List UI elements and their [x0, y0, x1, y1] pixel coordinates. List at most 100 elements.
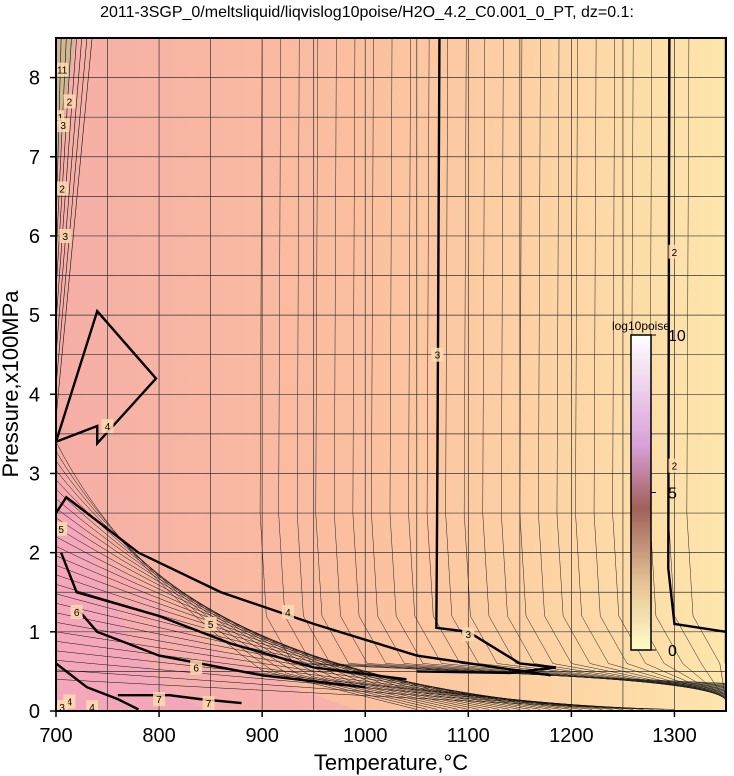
contour-label-bg: [56, 110, 65, 125]
contour-line-bold: [416, 38, 557, 675]
contour-line: [296, 38, 726, 686]
contour-label: 7: [153, 692, 166, 707]
contour-line: [352, 38, 726, 688]
contour-label: 6: [70, 605, 83, 620]
contour-label-bg: [56, 181, 69, 196]
y-tick-label: 8: [29, 68, 40, 90]
colorbar-tick-label: 0: [668, 643, 677, 660]
contour-line: [56, 38, 72, 292]
contour-label: 4: [281, 605, 294, 620]
x-tick-label: 1000: [343, 725, 388, 747]
contour-label: 4: [101, 418, 114, 433]
contour-label: 3: [59, 228, 72, 243]
contour-label-text: 3: [62, 232, 68, 243]
contour-label-bg: [57, 118, 70, 133]
contour-line: [259, 38, 726, 684]
contour-label-text: 5: [208, 620, 214, 631]
colorbar: log10poise 0 5 10: [612, 319, 686, 660]
contour-lines: [56, 38, 726, 711]
contour-line-bold: [667, 38, 726, 634]
contour-label: 11: [56, 62, 69, 77]
contour-line: [56, 517, 500, 710]
contour-line: [56, 679, 675, 710]
contour-line: [538, 38, 726, 696]
contour-label-bg: [431, 347, 444, 362]
contour-label: 3: [462, 627, 475, 642]
contour-label: 3: [431, 347, 444, 362]
contour-line: [315, 38, 726, 686]
contour-line: [463, 38, 726, 693]
contour-label-bg: [56, 62, 69, 77]
contour-label-bg: [462, 627, 475, 642]
contour-line: [556, 38, 726, 697]
contour-line: [593, 38, 726, 698]
contour-label: 4: [86, 700, 99, 711]
mid-viscosity-region: [56, 455, 360, 711]
contour-line: [445, 38, 726, 692]
colorbar-label: log10poise: [612, 319, 670, 333]
contour-label: 7: [202, 696, 215, 711]
contour-line: [501, 38, 726, 694]
contour-line: [334, 38, 726, 687]
y-tick-label: 5: [29, 305, 40, 327]
contour-line: [482, 38, 726, 694]
x-axis-label: Temperature,°C: [314, 750, 468, 775]
contour-label: 6: [190, 660, 203, 675]
colorbar-gradient: [630, 334, 652, 651]
contour-label-text: 3: [59, 703, 65, 714]
contour-line: [56, 508, 489, 710]
contour-label-text: 4: [67, 697, 73, 708]
contour-line-bold: [56, 662, 139, 711]
contour-line-bold: [56, 308, 158, 447]
contour-line: [56, 38, 93, 419]
contour-line: [56, 641, 634, 710]
contour-line: [56, 38, 83, 355]
contour-label-bg: [101, 418, 114, 433]
contour-label-bg: [668, 244, 681, 259]
contour-label-text: 7: [156, 695, 162, 706]
contour-line-bold: [60, 552, 407, 681]
contour-line: [56, 470, 448, 710]
contour-line: [56, 622, 613, 710]
contour-line: [56, 441, 417, 710]
contour-line-bold: [75, 607, 366, 689]
contour-label-text: 3: [435, 351, 441, 362]
contour-label-bg: [59, 228, 72, 243]
contour-label: 3: [57, 118, 70, 133]
y-tick-label: 2: [29, 543, 40, 565]
contour-label-bg: [281, 605, 294, 620]
y-tick-label: 1: [29, 622, 40, 644]
contour-line: [56, 38, 77, 324]
contour-label-bg: [56, 700, 69, 711]
x-tick-label: 1200: [549, 725, 594, 747]
contour-label: 2: [63, 94, 76, 109]
contour-label-bg: [70, 605, 83, 620]
contour-label: 5: [56, 521, 68, 536]
contour-label-bg: [668, 458, 681, 473]
x-axis-ticks: 700 800 900 1000 1100 1200 1300: [39, 711, 697, 747]
x-tick-label: 900: [245, 725, 278, 747]
x-tick-label: 700: [39, 725, 72, 747]
contour-label-text: 2: [59, 184, 65, 195]
colorbar-tick-label: 10: [668, 328, 686, 345]
contour-label: 2: [668, 458, 681, 473]
contour-label-text: 3: [60, 121, 66, 132]
plot-frame: [55, 37, 727, 712]
contour-label-text: 4: [285, 608, 291, 619]
chart-title: 2011-3SGP_0/meltsliquid/liqvislog10poise…: [100, 4, 634, 21]
y-tick-label: 4: [29, 384, 40, 406]
contour-line: [56, 451, 428, 710]
contour-label-text: 2: [67, 97, 73, 108]
contour-label: 2: [56, 181, 69, 196]
contour-label-text: 3: [466, 630, 472, 641]
contour-label-bg: [63, 94, 76, 109]
contour-line-bold: [117, 693, 242, 705]
contour-line: [56, 38, 88, 387]
contour-label-bg: [190, 660, 203, 675]
contour-label-text: 4: [105, 422, 111, 433]
contour-line: [612, 38, 726, 699]
contour-label-bg: [86, 700, 99, 711]
x-tick-label: 1300: [652, 725, 697, 747]
y-axis-ticks: 0 1 2 3 4 5 6 7 8: [29, 68, 56, 723]
